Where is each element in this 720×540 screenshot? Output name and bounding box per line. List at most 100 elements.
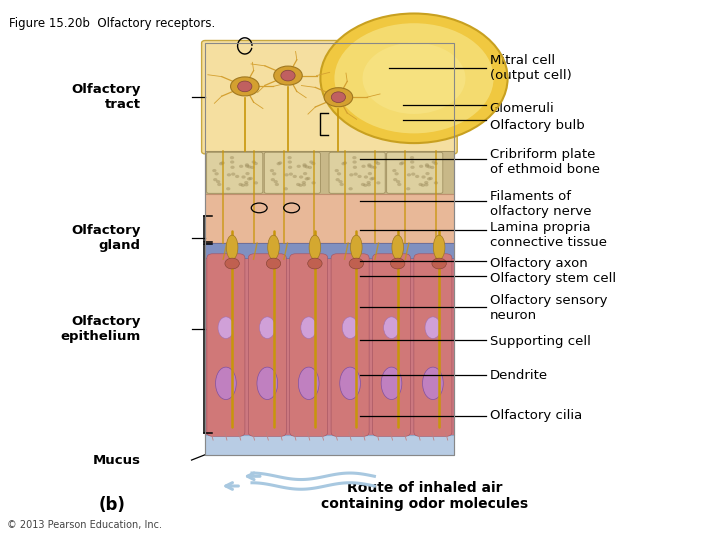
Circle shape [311, 162, 315, 165]
Circle shape [368, 172, 372, 175]
Text: Route of inhaled air
containing odor molecules: Route of inhaled air containing odor mol… [321, 481, 528, 511]
Ellipse shape [320, 14, 508, 143]
Circle shape [357, 175, 361, 178]
Circle shape [424, 183, 428, 186]
Bar [205, 43, 454, 455]
Circle shape [271, 178, 275, 181]
Circle shape [309, 160, 313, 164]
Circle shape [418, 183, 423, 186]
Circle shape [231, 172, 235, 176]
Circle shape [306, 177, 310, 180]
Circle shape [287, 160, 292, 164]
Circle shape [307, 166, 312, 169]
Circle shape [274, 180, 278, 183]
Circle shape [406, 187, 410, 191]
Circle shape [220, 161, 225, 165]
Circle shape [305, 165, 309, 168]
Circle shape [433, 162, 438, 165]
Circle shape [410, 156, 414, 159]
Circle shape [337, 172, 341, 176]
Circle shape [369, 165, 374, 168]
Circle shape [421, 176, 426, 179]
Circle shape [239, 165, 243, 168]
Circle shape [302, 181, 306, 184]
Ellipse shape [298, 367, 319, 400]
Ellipse shape [392, 235, 403, 259]
Circle shape [225, 258, 239, 269]
Circle shape [352, 160, 356, 164]
Circle shape [235, 175, 239, 178]
Ellipse shape [274, 66, 302, 85]
Ellipse shape [215, 367, 236, 400]
FancyBboxPatch shape [387, 152, 443, 193]
Circle shape [376, 162, 380, 165]
Circle shape [390, 258, 405, 269]
Circle shape [426, 172, 430, 175]
Bar [205, 243, 454, 435]
Text: Mitral cell
(output cell): Mitral cell (output cell) [490, 53, 572, 82]
Circle shape [372, 166, 377, 169]
Circle shape [278, 161, 282, 165]
Circle shape [212, 169, 217, 172]
Text: Mucus: Mucus [92, 454, 140, 467]
Circle shape [245, 165, 249, 168]
Circle shape [374, 160, 378, 164]
Circle shape [281, 70, 295, 81]
Text: Dendrite: Dendrite [490, 369, 548, 382]
Circle shape [230, 166, 235, 169]
Text: Supporting cell: Supporting cell [490, 335, 590, 348]
Circle shape [270, 169, 274, 172]
Circle shape [338, 180, 343, 183]
Text: Lamina propria
connective tissue: Lamina propria connective tissue [490, 221, 606, 249]
Circle shape [298, 184, 302, 187]
Circle shape [420, 184, 425, 187]
Circle shape [331, 92, 346, 103]
Circle shape [415, 175, 419, 178]
Circle shape [305, 177, 309, 180]
Circle shape [363, 184, 367, 187]
Circle shape [245, 163, 249, 166]
Circle shape [366, 181, 371, 184]
Circle shape [366, 183, 371, 186]
Circle shape [433, 181, 438, 185]
Circle shape [399, 162, 403, 165]
Circle shape [431, 160, 436, 164]
Ellipse shape [230, 77, 259, 96]
Circle shape [292, 175, 297, 178]
Circle shape [216, 180, 220, 183]
Bar [205, 43, 454, 151]
FancyBboxPatch shape [329, 152, 385, 193]
Text: (b): (b) [98, 496, 125, 514]
Ellipse shape [259, 317, 275, 339]
Circle shape [226, 187, 230, 191]
Circle shape [244, 181, 248, 184]
Text: Olfactory stem cell: Olfactory stem cell [490, 272, 616, 285]
Circle shape [410, 166, 415, 169]
FancyBboxPatch shape [264, 152, 320, 193]
Circle shape [427, 165, 431, 168]
Circle shape [250, 166, 254, 169]
Circle shape [296, 183, 300, 186]
Circle shape [432, 258, 446, 269]
Ellipse shape [226, 235, 238, 259]
FancyBboxPatch shape [207, 152, 263, 193]
Circle shape [367, 163, 372, 166]
Circle shape [427, 177, 431, 180]
Circle shape [397, 183, 402, 186]
Circle shape [336, 178, 340, 181]
Ellipse shape [351, 235, 362, 259]
Circle shape [302, 165, 307, 168]
FancyBboxPatch shape [248, 254, 287, 436]
Circle shape [266, 258, 281, 269]
Circle shape [276, 162, 281, 165]
Circle shape [353, 166, 357, 169]
Ellipse shape [324, 87, 353, 107]
Circle shape [303, 172, 307, 175]
Ellipse shape [257, 367, 278, 400]
Circle shape [247, 165, 251, 168]
Circle shape [349, 173, 354, 177]
Circle shape [244, 183, 248, 186]
Circle shape [287, 156, 292, 159]
Ellipse shape [423, 367, 444, 400]
Text: Olfactory sensory
neuron: Olfactory sensory neuron [490, 294, 607, 322]
